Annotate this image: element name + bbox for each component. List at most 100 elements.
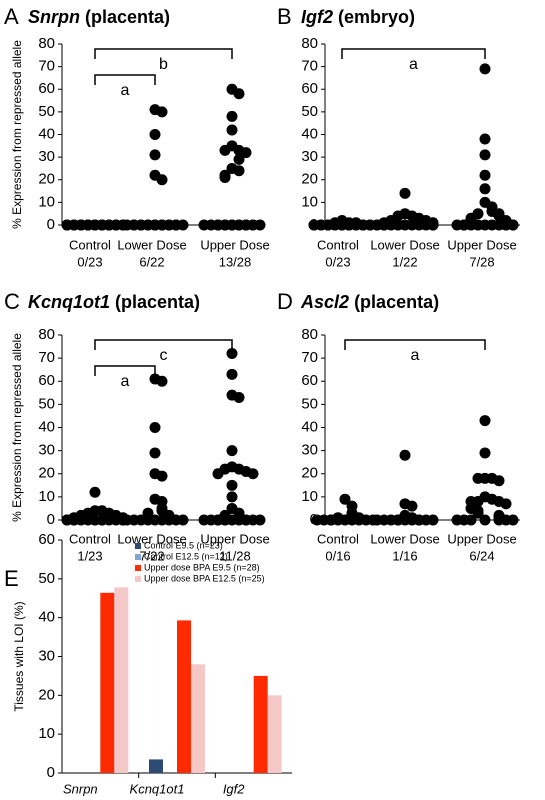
dot (219, 171, 231, 183)
dot (308, 219, 320, 231)
dot (121, 514, 133, 526)
dot (479, 415, 491, 427)
x-tick-label: Lower Dose (370, 531, 439, 546)
y-tick-label: 40 (38, 418, 55, 435)
y-tick-label: 60 (38, 372, 55, 389)
y-tick-label: 60 (38, 80, 55, 97)
panel-letter: C (4, 289, 20, 314)
legend-swatch (135, 543, 141, 549)
dot (156, 174, 168, 186)
dot (500, 498, 512, 510)
y-tick-label: 10 (38, 193, 55, 210)
title-gene: Ascl2 (300, 292, 349, 312)
y-axis-label: % Expression from repressed allele (10, 40, 24, 229)
legend-swatch (135, 576, 141, 582)
dot (170, 219, 182, 231)
title-gene: Snrpn (28, 7, 80, 27)
x-tick-label: Upper Dose (447, 237, 516, 252)
dot (493, 475, 505, 487)
y-tick-label: 80 (38, 326, 55, 343)
panel-title: Igf2 (embryo) (301, 7, 415, 27)
panel-letter: E (4, 566, 19, 591)
dot (311, 514, 323, 526)
y-tick-label: 60 (38, 531, 55, 548)
y-tick-label: 40 (301, 125, 318, 142)
dot (479, 514, 491, 526)
x-tick-label: Control (317, 237, 359, 252)
dot (325, 514, 337, 526)
title-gene: Kcnq1ot1 (28, 292, 110, 312)
dot (472, 472, 484, 484)
y-axis-label: % Expression from repressed allele (10, 333, 24, 522)
dot (247, 219, 259, 231)
dot (103, 219, 115, 231)
count-label: 0/23 (77, 254, 102, 269)
x-tick-label: Control (317, 531, 359, 546)
dot (226, 348, 238, 359)
dot (156, 470, 168, 482)
y-tick-label: 30 (38, 647, 55, 664)
y-tick-label: 50 (38, 395, 55, 412)
y-tick-label: 0 (47, 511, 55, 528)
dot (61, 219, 73, 231)
y-tick-label: 70 (38, 58, 55, 75)
count-label: 1/22 (392, 254, 417, 269)
panel-title: Snrpn (placenta) (28, 7, 170, 27)
legend-swatch (135, 554, 141, 560)
x-tick-label: Control (69, 237, 111, 252)
y-tick-label: 0 (47, 216, 55, 233)
dot (212, 219, 224, 231)
dot (399, 449, 411, 461)
significance-label: a (409, 56, 418, 73)
y-tick-label: 20 (301, 465, 318, 482)
dot (353, 514, 365, 526)
dot (219, 144, 231, 156)
dot (350, 219, 362, 231)
dot (392, 514, 404, 526)
legend-label: Control E12.5 (n=12) (144, 551, 228, 561)
dot (451, 514, 463, 526)
dot (156, 514, 168, 526)
dot (226, 124, 238, 136)
dot (371, 219, 383, 231)
title-gene: Igf2 (301, 7, 333, 27)
dot (226, 445, 238, 457)
y-tick-label: 40 (38, 125, 55, 142)
y-tick-label: 20 (38, 465, 55, 482)
significance-label: a (121, 82, 130, 99)
y-tick-label: 70 (301, 349, 318, 366)
dot (406, 500, 418, 512)
dot (198, 514, 210, 526)
y-tick-label: 80 (301, 35, 318, 52)
significance-label: c (160, 347, 168, 364)
x-tick-label: Lower Dose (117, 237, 186, 252)
bar (267, 695, 282, 773)
dot (479, 169, 491, 181)
dot (427, 514, 439, 526)
dot (322, 219, 334, 231)
y-tick-label: 10 (301, 193, 318, 210)
dot (128, 219, 140, 231)
count-label: 6/24 (469, 548, 494, 563)
dot (226, 491, 238, 503)
dot (233, 153, 245, 165)
dot (479, 133, 491, 145)
y-tick-label: 30 (301, 148, 318, 165)
x-tick-label: Kcnq1ot1 (130, 781, 185, 796)
dot (156, 106, 168, 118)
y-tick-label: 50 (301, 395, 318, 412)
x-tick-label: Lower Dose (370, 237, 439, 252)
title-tissue: (placenta) (85, 7, 170, 27)
legend-label: Upper dose BPA E9.5 (n=28) (144, 562, 260, 572)
dot (507, 514, 519, 526)
y-tick-label: 10 (301, 488, 318, 505)
legend-swatch (135, 565, 141, 571)
dot (177, 514, 189, 526)
y-tick-label: 0 (47, 764, 55, 781)
y-tick-label: 30 (38, 442, 55, 459)
dot (149, 129, 161, 140)
x-tick-label: Upper Dose (447, 531, 516, 546)
y-tick-label: 50 (301, 103, 318, 120)
significance-bracket (94, 365, 156, 376)
y-tick-label: 50 (38, 570, 55, 587)
